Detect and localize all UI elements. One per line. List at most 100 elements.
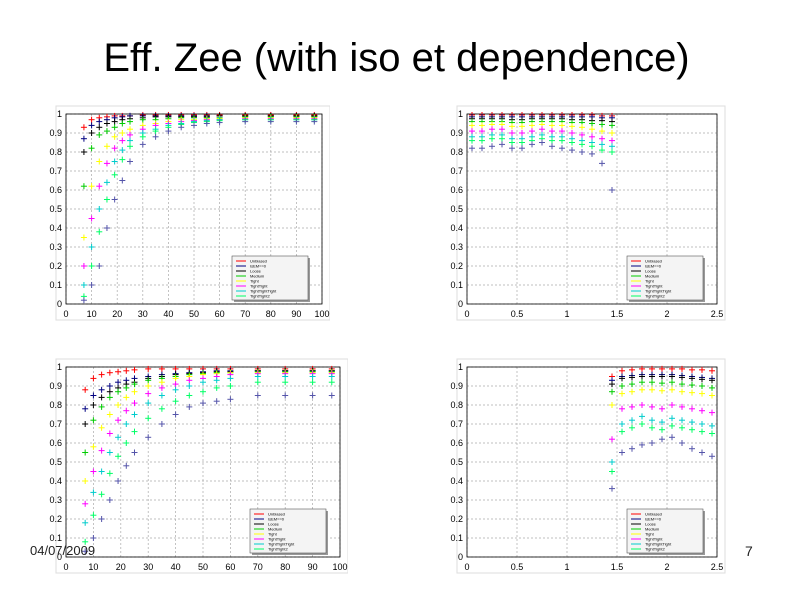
data-point: [90, 512, 97, 519]
data-point: [145, 365, 152, 372]
data-point: [609, 402, 615, 408]
data-point: [115, 434, 122, 441]
data-point: [106, 411, 113, 418]
data-point: [589, 150, 595, 157]
data-point: [328, 379, 335, 386]
x-tick-label: 1.5: [611, 309, 624, 319]
data-point: [519, 123, 525, 130]
data-point: [145, 415, 152, 422]
data-point: [659, 373, 665, 380]
data-point: [679, 440, 685, 446]
data-point: [139, 133, 146, 140]
data-point: [639, 402, 645, 408]
x-tick-label: 0: [63, 562, 68, 572]
data-point: [111, 158, 118, 165]
data-point: [145, 390, 152, 397]
data-point: [131, 449, 138, 456]
data-point: [309, 392, 316, 399]
x-tick-label: 2.5: [711, 562, 724, 572]
data-point: [309, 373, 316, 380]
data-point: [328, 392, 335, 399]
data-point: [115, 402, 122, 408]
page-number: 7: [745, 543, 753, 559]
y-tick-label: 0.4: [450, 223, 463, 233]
data-point: [172, 381, 179, 388]
data-point: [649, 373, 655, 380]
x-tick-label: 20: [112, 309, 122, 319]
data-point: [111, 145, 118, 152]
x-tick-label: 0: [464, 309, 469, 319]
data-point: [679, 424, 685, 431]
data-point: [98, 516, 105, 522]
y-tick-label: 0.8: [450, 147, 463, 157]
data-point: [139, 141, 146, 148]
data-point: [282, 373, 289, 380]
data-point: [106, 470, 113, 477]
y-tick-label: 1: [458, 362, 463, 372]
legend-entry: TightTightTight: [645, 542, 672, 547]
data-point: [579, 124, 585, 131]
data-point: [479, 145, 485, 152]
data-point: [227, 396, 234, 403]
legend-entry: IsEM==0: [268, 517, 285, 522]
data-point: [80, 183, 87, 190]
data-point: [90, 402, 97, 408]
data-point: [609, 187, 615, 193]
data-point: [609, 130, 615, 136]
data-point: [549, 122, 555, 129]
y-tick-label: 1: [458, 109, 463, 119]
data-point: [98, 394, 105, 401]
x-tick-label: 2: [664, 562, 669, 572]
data-point: [203, 120, 210, 127]
data-point: [115, 453, 122, 460]
data-point: [227, 375, 234, 382]
data-point: [186, 392, 193, 399]
data-point: [689, 382, 695, 389]
legend-entry: TightTight2: [645, 294, 665, 299]
y-tick-label: 0.8: [49, 400, 62, 410]
data-point: [106, 369, 113, 376]
data-point: [96, 228, 103, 235]
x-tick-label: 20: [116, 562, 126, 572]
data-point: [115, 388, 122, 395]
data-point: [689, 405, 695, 412]
legend-box: [249, 508, 327, 554]
data-point: [103, 179, 110, 186]
data-point: [106, 394, 113, 401]
data-point: [82, 548, 89, 555]
legend-entry: Medium: [250, 274, 265, 279]
data-point: [103, 120, 110, 127]
y-tick-label: 0: [458, 299, 463, 309]
legend-entry: IsEM==0: [645, 517, 662, 522]
data-point: [158, 384, 165, 391]
data-point: [709, 422, 715, 429]
legend-entry: Tight: [645, 279, 655, 284]
y-tick-label: 0.5: [450, 204, 463, 214]
legend-entry: Tight: [645, 532, 655, 537]
data-point: [639, 413, 645, 420]
data-point: [123, 440, 130, 446]
data-point: [649, 417, 655, 424]
data-point: [569, 130, 575, 136]
data-point: [679, 403, 685, 410]
data-point: [679, 374, 685, 381]
data-point: [479, 122, 485, 129]
data-point: [186, 377, 193, 384]
data-point: [98, 403, 105, 410]
data-point: [629, 424, 635, 431]
data-point: [254, 392, 261, 399]
legend-entry: Loose: [645, 269, 657, 274]
x-tick-label: 2.5: [711, 309, 724, 319]
y-tick-label: 0.6: [49, 185, 62, 195]
data-point: [639, 373, 645, 380]
data-point: [609, 459, 615, 465]
data-point: [639, 365, 645, 372]
data-point: [509, 145, 515, 152]
data-point: [609, 468, 615, 475]
data-point: [549, 137, 555, 144]
data-point: [282, 392, 289, 399]
y-tick-label: 0.5: [450, 457, 463, 467]
legend-entry: TightTightTight: [268, 542, 295, 547]
data-point: [254, 373, 261, 380]
data-point: [98, 491, 105, 498]
